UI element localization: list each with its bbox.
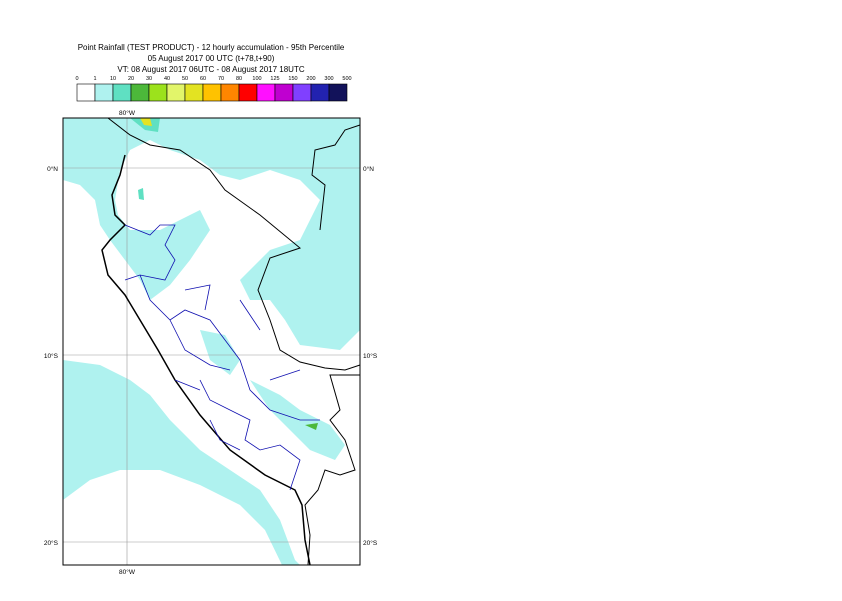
legend-swatch — [310, 83, 330, 102]
legend-swatch — [94, 83, 114, 102]
legend-swatch — [166, 83, 186, 102]
lat-label: 0°N — [47, 165, 58, 173]
legend-label: 10 — [110, 76, 116, 82]
title-line: 05 August 2017 00 UTC (t+78,t+90) — [148, 54, 275, 63]
map-frame — [62, 117, 361, 566]
legend-label: 30 — [146, 76, 152, 82]
lat-label: 10°S — [44, 352, 59, 360]
legend-label: 1 — [93, 76, 96, 82]
legend: 0 1 10 20 30 40 50 60 70 80 100 125 150 200 300 500 — [75, 76, 352, 102]
title-line: VT: 08 August 2017 06UTC - 08 August 201… — [117, 65, 304, 74]
legend-label: 200 — [306, 76, 315, 82]
rain-area — [200, 330, 240, 375]
rain-area — [140, 118, 152, 126]
legend-swatch — [274, 83, 294, 102]
legend-label: 70 — [218, 76, 224, 82]
legend-swatch — [76, 83, 96, 102]
rain-area — [63, 118, 360, 350]
legend-swatch — [112, 83, 132, 102]
legend-swatch — [130, 83, 150, 102]
rain-area — [305, 423, 318, 430]
legend-swatch — [328, 83, 348, 102]
legend-swatch — [220, 83, 240, 102]
legend-label: 300 — [324, 76, 333, 82]
legend-swatch — [148, 83, 168, 102]
rain-area — [138, 188, 144, 200]
map: 80°W 80°W 0°N 0°N 10°S 10°S 20°S 20°S — [44, 109, 378, 576]
legend-label: 60 — [200, 76, 206, 82]
titles: Point Rainfall (TEST PRODUCT) - 12 hourl… — [78, 43, 345, 74]
rain-areas — [63, 118, 360, 565]
country-border — [107, 117, 361, 566]
lat-label: 20°S — [363, 539, 378, 547]
rain-area — [63, 360, 300, 565]
legend-label: 80 — [236, 76, 242, 82]
legend-label: 125 — [270, 76, 279, 82]
lat-label: 10°S — [363, 352, 378, 360]
legend-label: 40 — [164, 76, 170, 82]
legend-swatch — [202, 83, 222, 102]
lat-label: 20°S — [44, 539, 59, 547]
rain-area — [250, 380, 345, 460]
lon-label: 80°W — [119, 568, 136, 576]
legend-swatch — [238, 83, 258, 102]
legend-label: 50 — [182, 76, 188, 82]
legend-label: 500 — [342, 76, 351, 82]
legend-swatch — [184, 83, 204, 102]
legend-label: 20 — [128, 76, 134, 82]
lat-label: 0°N — [363, 165, 374, 173]
legend-label: 100 — [252, 76, 261, 82]
legend-swatch — [292, 83, 312, 102]
coastline — [101, 154, 311, 566]
legend-label: 150 — [288, 76, 297, 82]
graticule — [63, 118, 360, 565]
title-line: Point Rainfall (TEST PRODUCT) - 12 hourl… — [78, 43, 345, 52]
region-borders — [124, 224, 320, 491]
legend-label: 0 — [75, 76, 78, 82]
legend-swatch — [256, 83, 276, 102]
lon-label: 80°W — [119, 109, 136, 117]
